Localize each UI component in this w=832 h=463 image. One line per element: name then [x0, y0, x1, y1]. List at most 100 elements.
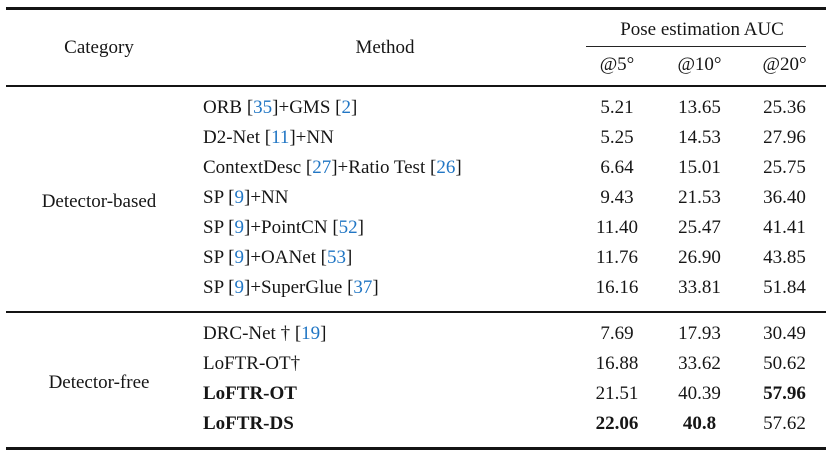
auc-value: 14.53: [678, 127, 721, 148]
auc-value: 26.90: [678, 247, 721, 268]
auc-value: 57.96: [763, 383, 806, 404]
table-row: SP [9]+SuperGlue [37] 16.16 33.81 51.84: [6, 273, 827, 313]
citation-link[interactable]: 9: [234, 247, 245, 268]
column-header-auc10: @10°: [656, 47, 743, 87]
method-text: ]+SuperGlue [: [244, 277, 354, 298]
method-text: ]+PointCN [: [244, 217, 339, 238]
table-row: SP [9]+NN 9.43 21.53 36.40: [6, 183, 826, 213]
method-text: SP [: [203, 187, 235, 208]
citation-link[interactable]: 9: [234, 217, 245, 238]
table-row: SP [9]+OANet [53] 11.76 26.90 43.85: [6, 243, 826, 273]
method-text: ]+NN: [244, 187, 289, 208]
method-text: ]: [350, 97, 358, 118]
auc-value: 13.65: [678, 97, 721, 118]
auc-value: 6.64: [600, 157, 634, 178]
auc-value: 22.06: [595, 413, 639, 434]
table-row: LoFTR-OT† 16.88 33.62 50.62: [6, 349, 826, 379]
auc-value: 11.76: [595, 247, 639, 268]
auc-value: 9.43: [600, 187, 634, 208]
auc-value: 11.40: [595, 217, 639, 238]
column-header-category: Category: [6, 8, 192, 87]
method-cell: ContextDesc [27]+Ratio Test [26]: [192, 153, 578, 183]
citation-link[interactable]: 2: [341, 97, 351, 118]
method-text: ContextDesc [: [203, 157, 313, 178]
citation-link[interactable]: 53: [327, 247, 347, 268]
auc-value: 51.84: [743, 273, 827, 313]
citation-link[interactable]: 9: [234, 277, 245, 298]
method-text: ]+GMS [: [272, 97, 342, 118]
auc-value: 16.88: [595, 353, 639, 374]
table-row: ContextDesc [27]+Ratio Test [26] 6.64 15.0…: [6, 153, 826, 183]
method-cell: LoFTR-OT†: [192, 349, 578, 379]
table-row: D2-Net [11]+NN 5.25 14.53 27.96: [6, 123, 826, 153]
auc-value: 21.51: [595, 383, 639, 404]
method-text: SP [: [203, 217, 235, 238]
auc-value: 25.47: [678, 217, 721, 238]
method-text: LoFTR-DS: [203, 413, 294, 434]
method-cell: SP [9]+OANet [53]: [192, 243, 578, 273]
method-text: SP [: [203, 277, 235, 298]
column-group-pose-auc: Pose estimation AUC: [578, 9, 826, 47]
method-cell: ORB [35]+GMS [2]: [192, 86, 578, 123]
auc-value: 17.93: [678, 323, 721, 344]
citation-link[interactable]: 37: [353, 277, 373, 298]
category-cell: Detector-based: [6, 86, 192, 313]
pose-auc-label: Pose estimation AUC: [620, 19, 784, 40]
auc-value: 33.62: [678, 353, 721, 374]
method-text: ]+NN: [289, 127, 334, 148]
table-row: LoFTR-DS 22.06 40.8 57.62: [6, 409, 826, 449]
auc-value: 27.96: [763, 127, 806, 148]
auc-value: 5.21: [600, 97, 634, 118]
citation-link[interactable]: 11: [271, 127, 290, 148]
method-text: LoFTR-OT†: [203, 353, 301, 374]
method-text: ]: [357, 217, 364, 238]
auc-value: 50.62: [763, 353, 806, 374]
auc-value: 21.53: [678, 187, 721, 208]
method-cell: SP [9]+NN: [192, 183, 578, 213]
results-table: Category Method Pose estimation AUC @5° …: [6, 7, 827, 450]
citation-link[interactable]: 26: [436, 157, 456, 178]
auc-value: 40.39: [678, 383, 721, 404]
method-cell: SP [9]+SuperGlue [37]: [192, 273, 578, 313]
method-text: ]: [320, 323, 327, 344]
auc-value: 30.49: [763, 323, 806, 344]
method-text: ]: [455, 157, 462, 178]
table-row: LoFTR-OT 21.51 40.39 57.96: [6, 379, 826, 409]
column-header-auc20: @20°: [743, 47, 827, 87]
citation-link[interactable]: 27: [312, 157, 332, 178]
method-text: DRC-Net † [: [203, 323, 302, 344]
method-cell: LoFTR-OT: [192, 379, 578, 409]
auc-value: 15.01: [678, 157, 721, 178]
auc-value: 40.8: [682, 413, 717, 434]
citation-link[interactable]: 35: [253, 97, 273, 118]
group-detector-free: Detector-free DRC-Net † [19] 7.69 17.93 30.4…: [6, 312, 826, 449]
citation-link[interactable]: 52: [338, 217, 358, 238]
group-detector-based: Detector-based ORB [35]+GMS [2] 5.21 13.65 2…: [6, 86, 827, 313]
method-text: ]+Ratio Test [: [331, 157, 437, 178]
auc-value: 41.41: [763, 217, 806, 238]
method-text: SP [: [203, 247, 235, 268]
auc-value: 7.69: [600, 323, 634, 344]
method-text: ]: [346, 247, 353, 268]
column-header-method: Method: [192, 8, 578, 87]
method-cell: SP [9]+PointCN [52]: [192, 213, 578, 243]
table-row: Detector-based ORB [35]+GMS [2] 5.21 13.65 2…: [6, 86, 826, 313]
auc-value: 16.16: [578, 273, 656, 313]
citation-link[interactable]: 9: [234, 187, 245, 208]
category-cell: Detector-free: [48, 372, 150, 393]
method-cell: LoFTR-DS: [192, 409, 578, 449]
auc-value: 25.36: [763, 97, 806, 118]
method-text: ]: [372, 277, 379, 298]
auc-value: 43.85: [763, 247, 806, 268]
method-cell: D2-Net [11]+NN: [192, 123, 578, 153]
column-header-auc5: @5°: [578, 47, 656, 87]
citation-link[interactable]: 19: [301, 323, 321, 344]
method-text: LoFTR-OT: [203, 383, 297, 404]
auc-value: 36.40: [763, 187, 806, 208]
auc-value: 25.75: [763, 157, 806, 178]
table-header: Category Method Pose estimation AUC @5° …: [6, 8, 827, 87]
method-text: ]+OANet [: [244, 247, 328, 268]
auc-value: 5.25: [600, 127, 634, 148]
method-cell: DRC-Net † [19]: [192, 312, 578, 349]
